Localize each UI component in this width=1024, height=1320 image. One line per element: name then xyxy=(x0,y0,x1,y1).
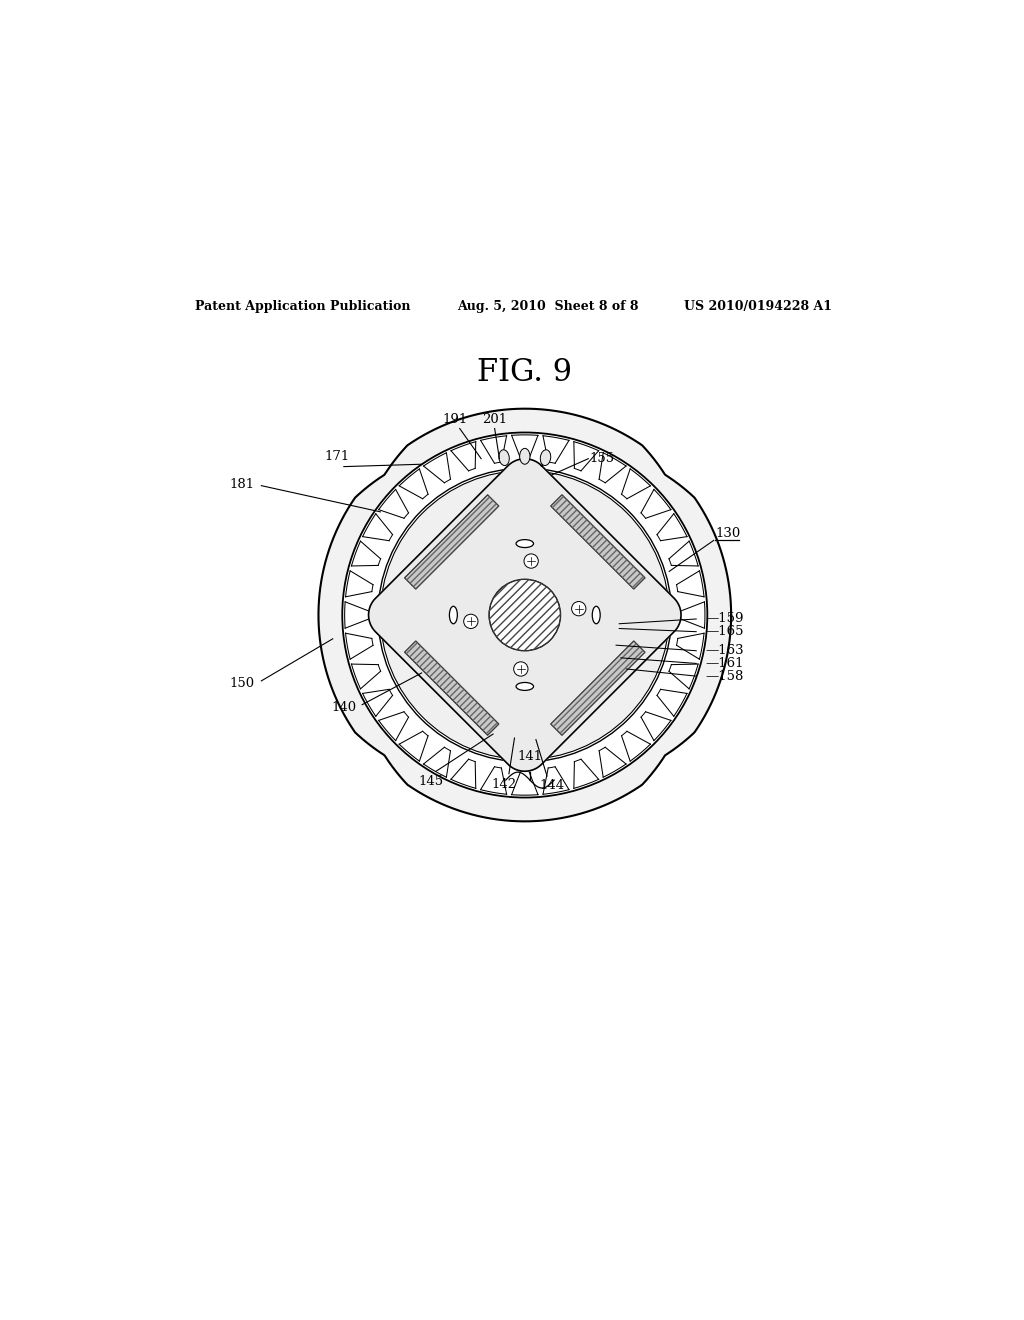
Circle shape xyxy=(489,579,560,651)
Text: FIG. 9: FIG. 9 xyxy=(477,358,572,388)
Text: —161: —161 xyxy=(706,657,744,671)
Ellipse shape xyxy=(450,606,458,624)
Ellipse shape xyxy=(519,449,530,465)
Ellipse shape xyxy=(541,450,551,466)
Circle shape xyxy=(464,614,478,628)
Text: Patent Application Publication: Patent Application Publication xyxy=(196,300,411,313)
Text: 141: 141 xyxy=(517,750,543,763)
Text: 181: 181 xyxy=(229,478,255,491)
Text: —163: —163 xyxy=(706,644,744,657)
Text: —159: —159 xyxy=(706,612,744,626)
Text: 130: 130 xyxy=(715,527,740,540)
Circle shape xyxy=(571,602,586,616)
Ellipse shape xyxy=(592,606,600,624)
Text: 145: 145 xyxy=(419,775,443,788)
Text: 142: 142 xyxy=(492,777,517,791)
Text: —165: —165 xyxy=(706,626,744,638)
Text: 140: 140 xyxy=(332,701,356,714)
Ellipse shape xyxy=(499,450,509,466)
Text: US 2010/0194228 A1: US 2010/0194228 A1 xyxy=(684,300,831,313)
Text: 155: 155 xyxy=(590,453,615,465)
Polygon shape xyxy=(551,642,645,735)
Text: 191: 191 xyxy=(442,413,468,426)
Polygon shape xyxy=(318,409,731,821)
Ellipse shape xyxy=(516,682,534,690)
Circle shape xyxy=(342,433,708,797)
Circle shape xyxy=(378,469,672,762)
Text: 171: 171 xyxy=(325,450,350,463)
Circle shape xyxy=(524,554,539,568)
Polygon shape xyxy=(551,495,645,589)
Text: 150: 150 xyxy=(229,677,255,690)
Polygon shape xyxy=(369,459,681,771)
Text: —158: —158 xyxy=(706,669,744,682)
Text: 201: 201 xyxy=(482,413,507,426)
Text: Aug. 5, 2010  Sheet 8 of 8: Aug. 5, 2010 Sheet 8 of 8 xyxy=(458,300,639,313)
Polygon shape xyxy=(404,642,499,735)
Text: 144: 144 xyxy=(540,779,564,792)
Polygon shape xyxy=(404,495,499,589)
Circle shape xyxy=(380,471,670,759)
Ellipse shape xyxy=(516,540,534,548)
Circle shape xyxy=(514,661,528,676)
